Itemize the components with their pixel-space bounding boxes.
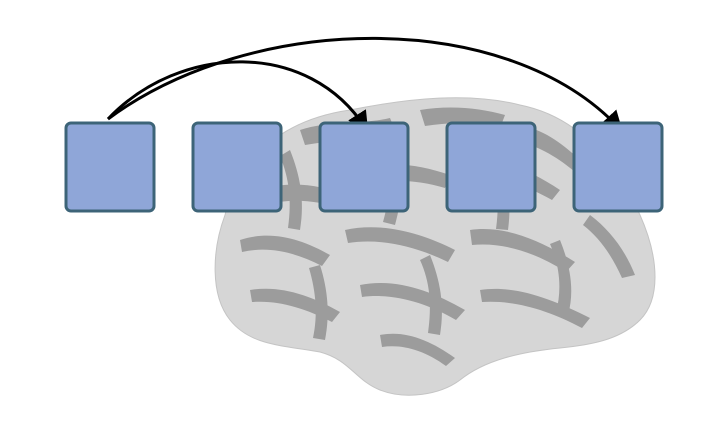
- sulcus-region: [470, 229, 575, 272]
- box-2: [191, 121, 283, 213]
- arrow-layer: [106, 36, 623, 133]
- brain-sulci-pattern: [240, 107, 635, 366]
- box-3: [318, 121, 410, 213]
- box-1: [64, 121, 156, 213]
- sulcus-region: [280, 150, 302, 230]
- sulcus-region: [420, 255, 442, 335]
- arrow-box1-to-box3: [106, 60, 369, 133]
- sulcus-region: [309, 265, 328, 340]
- sulcus-region: [550, 240, 572, 315]
- box-4: [445, 121, 537, 213]
- sulcus-region: [345, 227, 455, 262]
- sulcus-region: [480, 288, 590, 328]
- sulcus-region: [380, 333, 455, 366]
- box-5: [572, 121, 664, 213]
- arrow-box1-to-box5: [107, 36, 623, 133]
- sulcus-region: [240, 235, 330, 266]
- sulcus-region: [583, 215, 635, 278]
- box-row: [64, 121, 664, 213]
